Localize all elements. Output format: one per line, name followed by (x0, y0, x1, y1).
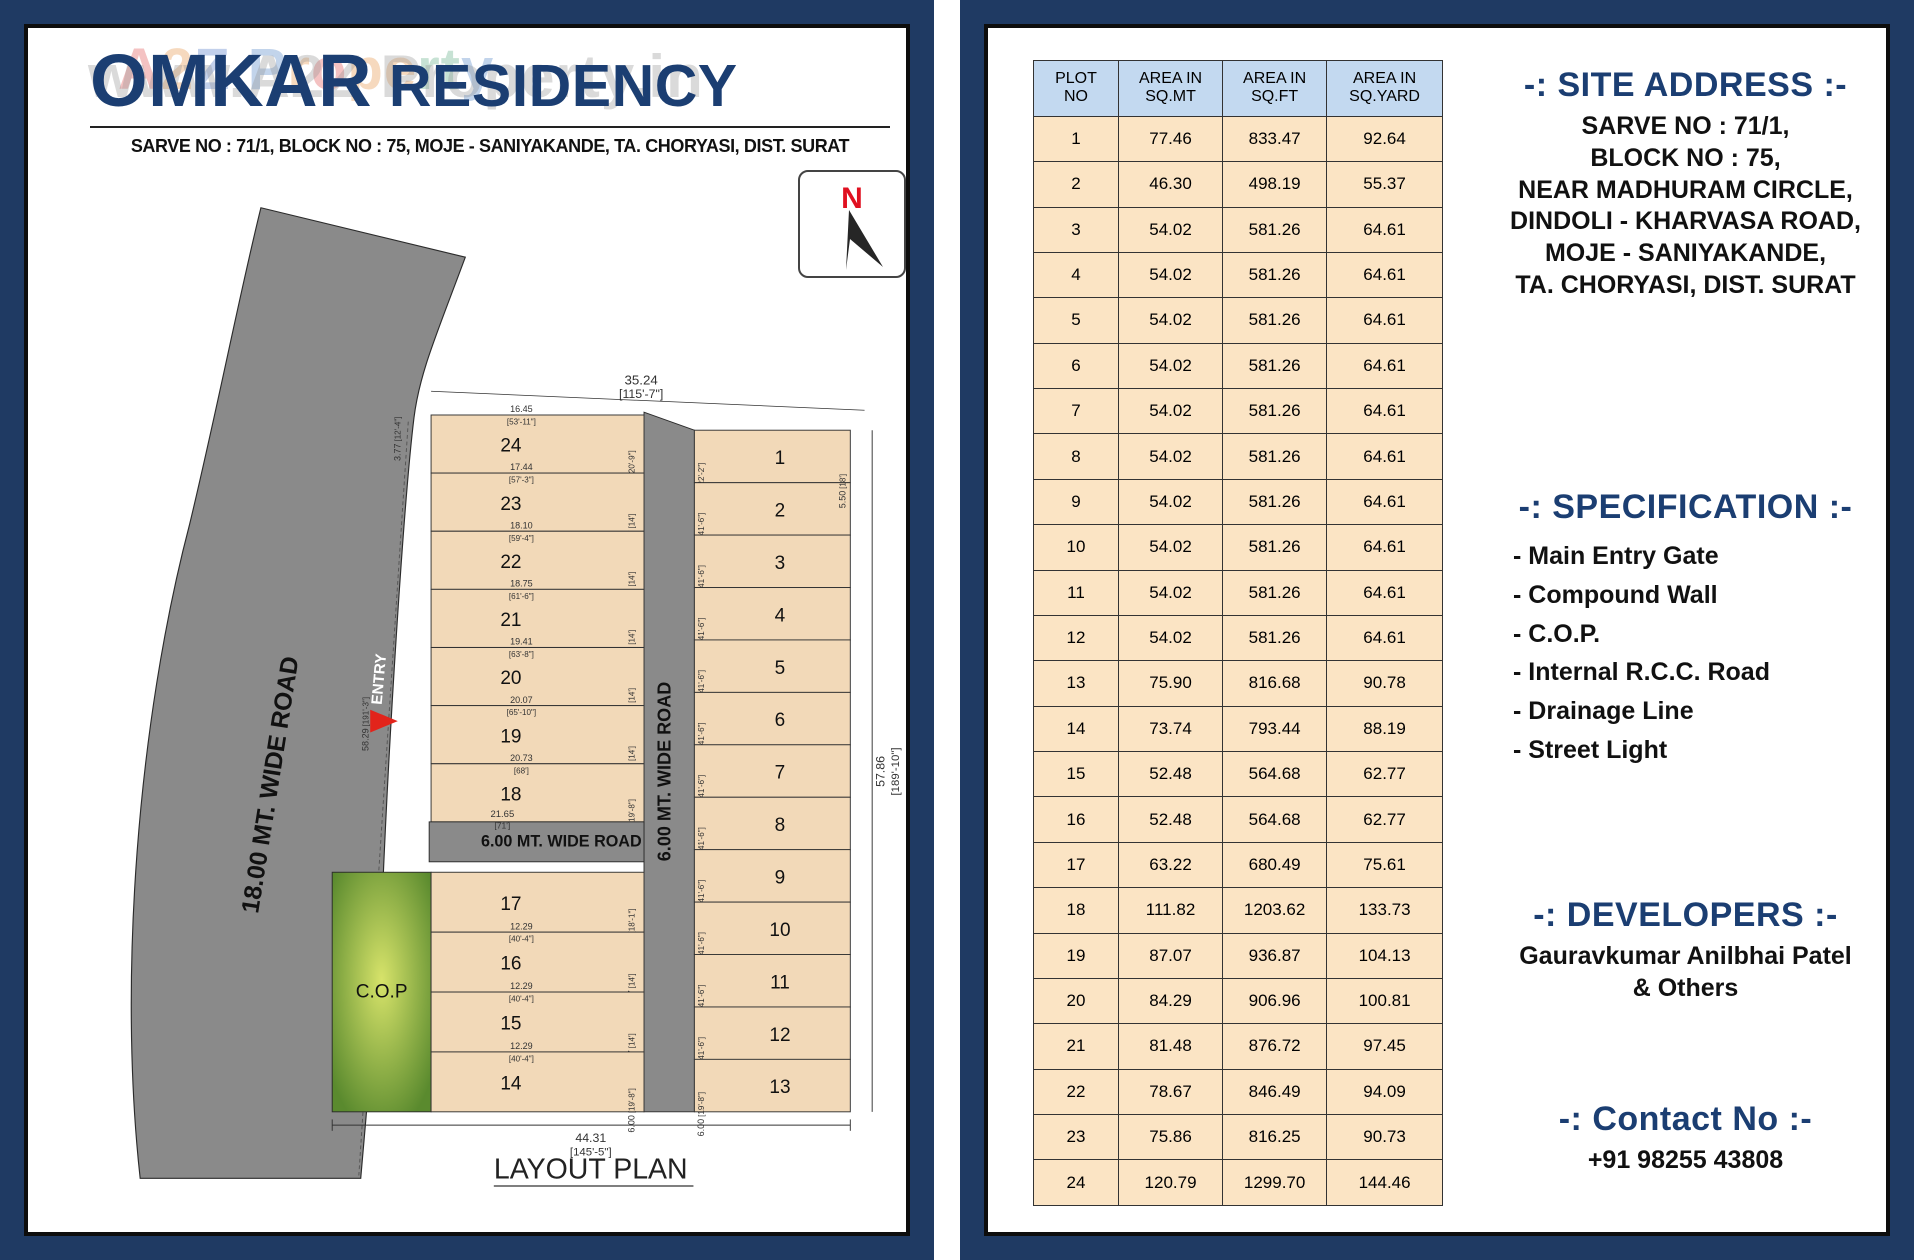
svg-text:22: 22 (500, 552, 521, 573)
svg-text:6.00 MT. WIDE ROAD: 6.00 MT. WIDE ROAD (481, 833, 642, 851)
svg-text:58.29[191'-3"]: 58.29[191'-3"] (360, 697, 370, 751)
svg-text:[40'-4"]: [40'-4"] (509, 935, 534, 944)
svg-text:5: 5 (775, 658, 786, 679)
svg-text:57.86: 57.86 (874, 756, 888, 787)
svg-text:18.10: 18.10 (510, 520, 533, 530)
svg-text:17.44: 17.44 (510, 462, 533, 472)
svg-text:[63'-8"]: [63'-8"] (509, 650, 534, 659)
svg-text:18.75: 18.75 (510, 578, 533, 588)
svg-text:[189'-10"]: [189'-10"] (890, 747, 902, 795)
svg-text:[71']: [71'] (494, 821, 510, 831)
svg-text:21: 21 (500, 610, 521, 631)
svg-text:3: 3 (775, 553, 786, 574)
svg-text:[53'-11"]: [53'-11"] (507, 418, 536, 427)
svg-text:44.31: 44.31 (575, 1131, 606, 1145)
svg-text:14: 14 (500, 1073, 522, 1094)
svg-text:6.00[19'-8"]: 6.00[19'-8"] (696, 1092, 706, 1137)
svg-text:13: 13 (769, 1077, 790, 1098)
svg-text:35.24: 35.24 (625, 373, 658, 388)
svg-text:[68']: [68'] (514, 766, 529, 775)
svg-text:[61'-6"]: [61'-6"] (509, 592, 534, 601)
svg-text:12.29: 12.29 (510, 921, 533, 931)
svg-text:[40'-4"]: [40'-4"] (509, 1054, 534, 1063)
svg-text:4: 4 (775, 605, 786, 626)
svg-text:16: 16 (500, 954, 521, 975)
svg-text:10: 10 (769, 920, 790, 941)
svg-text:24: 24 (500, 436, 522, 457)
svg-text:1: 1 (775, 448, 786, 469)
svg-text:LAYOUT PLAN: LAYOUT PLAN (494, 1153, 688, 1185)
svg-text:19.41: 19.41 (510, 637, 533, 647)
svg-text:3.77[12'-4"]: 3.77[12'-4"] (393, 416, 403, 461)
svg-text:12: 12 (769, 1025, 790, 1046)
svg-text:2: 2 (775, 500, 786, 521)
svg-text:12.29: 12.29 (510, 981, 533, 991)
svg-text:23: 23 (500, 494, 521, 515)
svg-text:[59'-4"]: [59'-4"] (509, 534, 534, 543)
svg-text:20: 20 (500, 668, 521, 689)
svg-text:8: 8 (775, 815, 786, 836)
svg-text:[57'-3"]: [57'-3"] (509, 476, 534, 485)
svg-text:7: 7 (775, 763, 786, 784)
svg-text:C.O.P: C.O.P (356, 982, 408, 1003)
svg-text:9: 9 (775, 867, 786, 888)
svg-text:11: 11 (770, 972, 790, 993)
svg-text:20.73: 20.73 (510, 753, 533, 763)
svg-text:17: 17 (500, 894, 521, 915)
svg-text:12.29: 12.29 (510, 1041, 533, 1051)
svg-text:6.00 MT. WIDE ROAD: 6.00 MT. WIDE ROAD (655, 682, 675, 862)
svg-text:[40'-4"]: [40'-4"] (509, 995, 534, 1004)
svg-text:5.50[18']: 5.50[18'] (838, 474, 848, 508)
svg-text:21.65: 21.65 (490, 809, 514, 820)
svg-text:18: 18 (500, 784, 521, 805)
svg-text:16.45: 16.45 (510, 404, 533, 414)
svg-text:6: 6 (775, 710, 786, 731)
svg-text:19: 19 (500, 726, 521, 747)
svg-text:[65'-10"]: [65'-10"] (507, 708, 537, 717)
svg-text:20.07: 20.07 (510, 695, 533, 705)
svg-text:6.00[19'-8"]: 6.00[19'-8"] (627, 1088, 637, 1133)
svg-text:[115'-7"]: [115'-7"] (619, 387, 663, 401)
svg-text:15: 15 (500, 1014, 521, 1035)
